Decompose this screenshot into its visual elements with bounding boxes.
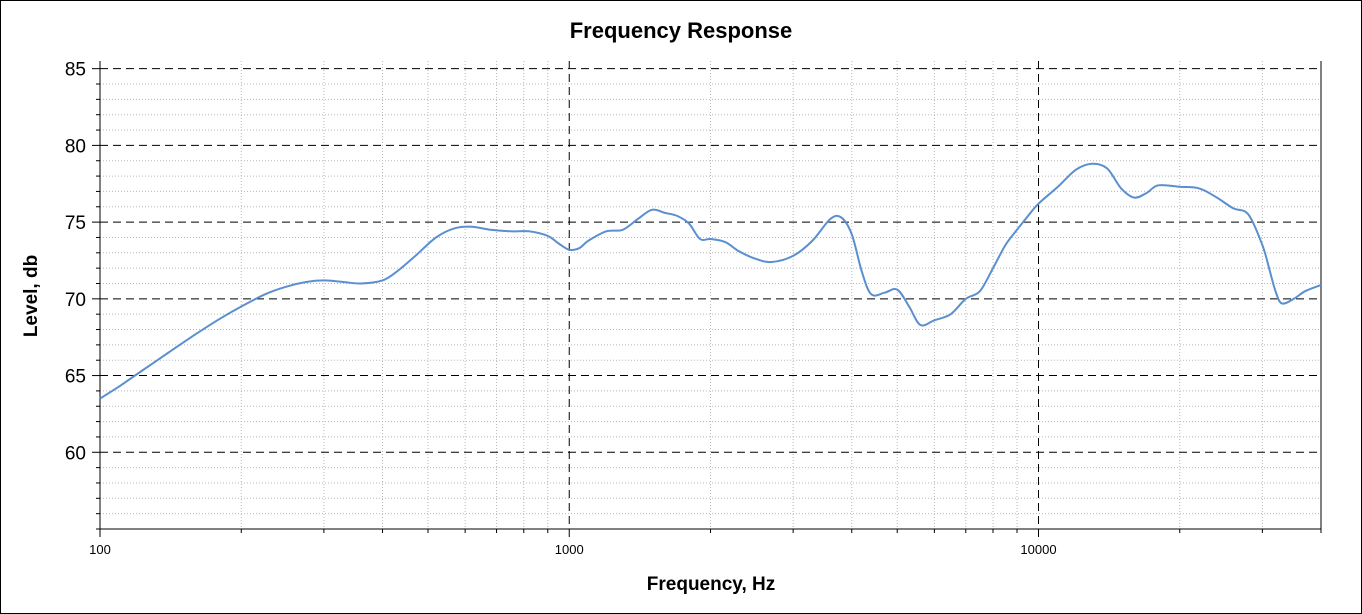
x-tick-label: 1000 [555,542,584,557]
chart-title: Frequency Response [570,18,793,43]
x-tick-label: 10000 [1020,542,1056,557]
axes [92,61,1322,537]
series-line [99,162,1322,400]
y-tick-label: 60 [65,443,86,464]
y-tick-label: 85 [65,60,86,81]
tick-labels: 60 65 70 75 80 85 100 1000 10000 [65,60,1057,557]
y-axis-label: Level, db [21,255,42,337]
series-layer [99,162,1322,400]
grid [100,61,1322,530]
y-tick-label: 70 [65,290,86,311]
y-tick-label: 80 [65,136,86,157]
x-tick-label: 100 [89,542,111,557]
y-tick-label: 65 [65,367,86,388]
y-tick-label: 75 [65,213,86,234]
x-axis-label: Frequency, Hz [647,574,775,595]
